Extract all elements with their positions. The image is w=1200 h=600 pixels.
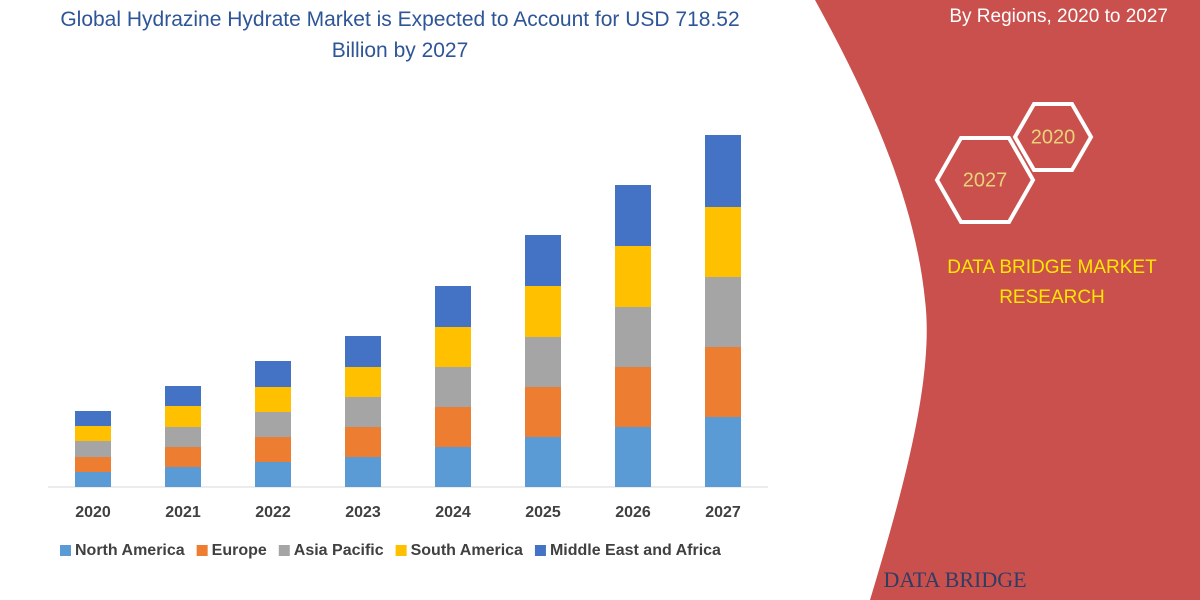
bar-segment [525, 235, 561, 286]
bar-segment [705, 207, 741, 277]
legend-label: Middle East and Africa [550, 542, 721, 559]
bar-segment [75, 411, 111, 426]
bar-segment [705, 277, 741, 347]
legend-label: Europe [212, 542, 267, 559]
bar-segment [165, 467, 201, 487]
bar-segment [165, 406, 201, 427]
bar-segment [705, 135, 741, 207]
hexagon [934, 136, 1036, 224]
bar-segment [705, 417, 741, 487]
legend-swatch [196, 545, 208, 556]
bar-segment [345, 457, 381, 487]
x-tick-label: 2022 [255, 504, 291, 521]
bar-segment [435, 407, 471, 447]
bar-segment [165, 447, 201, 467]
bar-segment [525, 286, 561, 337]
bar-segment [75, 457, 111, 472]
legend-label: North America [75, 542, 185, 559]
x-tick-label: 2020 [75, 504, 111, 521]
bar-segment [435, 286, 471, 327]
bar-segment [75, 441, 111, 457]
bar-segment [615, 367, 651, 427]
bar-segment [345, 367, 381, 397]
legend-swatch [60, 545, 71, 556]
x-tick-label: 2024 [435, 504, 471, 521]
bar-segment [75, 472, 111, 487]
side-heading: By Regions, 2020 to 2027 [949, 6, 1168, 27]
brand: DATA BRIDGE MARKET [947, 257, 1157, 278]
bar-segment [435, 327, 471, 367]
bar-segment [75, 426, 111, 441]
legend-swatch [278, 545, 290, 556]
side-panel [815, 0, 1200, 600]
x-tick-label: 2026 [615, 504, 651, 521]
x-tick-label: 2023 [345, 504, 381, 521]
bar-segment [165, 386, 201, 406]
bar-segment [345, 427, 381, 457]
bar-segment [345, 397, 381, 427]
legend-label: South America [411, 542, 523, 559]
bar-segment [255, 437, 291, 462]
x-tick-label: 2027 [705, 504, 741, 521]
badge: 2027 [963, 169, 1008, 191]
hexagon [1012, 102, 1094, 172]
bar-segment [525, 337, 561, 387]
bar-segment [525, 437, 561, 487]
bar-segment [255, 387, 291, 412]
bar-segment [255, 361, 291, 387]
x-tick-label: 2025 [525, 504, 561, 521]
bar-segment [615, 427, 651, 487]
legend-swatch [534, 545, 546, 556]
legend-label: Asia Pacific [294, 542, 384, 559]
bar-segment [615, 307, 651, 367]
bar-segment [255, 462, 291, 487]
bar-segment [255, 412, 291, 437]
badge: 2020 [1031, 126, 1076, 148]
bar-segment [615, 185, 651, 246]
logo-text: DATA BRIDGE [883, 567, 1026, 592]
bar-segment [165, 427, 201, 447]
x-tick-label: 2021 [165, 504, 201, 521]
brand: RESEARCH [999, 287, 1105, 308]
bar-segment [615, 246, 651, 307]
bar-segment [435, 367, 471, 407]
bar-segment [435, 447, 471, 487]
bar-segment [525, 387, 561, 437]
legend-swatch [395, 545, 407, 556]
bar-segment [705, 347, 741, 417]
chart-title: Global Hydrazine Hydrate Market is Expec… [60, 8, 740, 62]
bar-segment [345, 336, 381, 367]
